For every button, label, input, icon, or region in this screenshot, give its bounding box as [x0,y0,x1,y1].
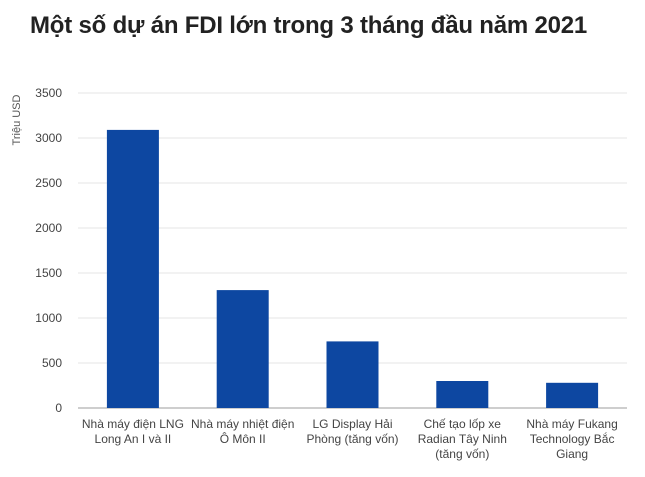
y-tick-label: 3000 [35,131,62,145]
bar [106,129,159,408]
bar [216,290,269,408]
bars [106,129,599,408]
bar [546,382,599,408]
x-category-label: LG Display Hải Phòng (tăng vốn) [306,417,398,446]
y-tick-label: 2500 [35,176,62,190]
y-tick-label: 1500 [35,266,62,280]
y-tick-label: 500 [42,356,62,370]
y-tick-label: 0 [55,401,62,415]
bar [326,341,379,408]
y-axis-title: Triệu USD [11,94,23,145]
x-category-label: Nhà máy nhiệt điện Ô Môn II [191,417,294,446]
chart-title: Một số dự án FDI lớn trong 3 tháng đầu n… [30,12,588,39]
bar [436,381,489,408]
y-tick-label: 2000 [35,221,62,235]
y-tick-label: 3500 [35,86,62,100]
x-category-label: Nhà máy Fukang Technology Bắc Giang [526,417,617,461]
y-tick-label: 1000 [35,311,62,325]
y-axis-ticks: 0 500 1000 1500 2000 2500 3000 3500 [35,86,62,415]
x-category-label: Nhà máy điện LNG Long An I và II [82,417,184,446]
x-category-label: Chế tạo lốp xe Radian Tây Ninh (tăng vốn) [418,417,507,461]
